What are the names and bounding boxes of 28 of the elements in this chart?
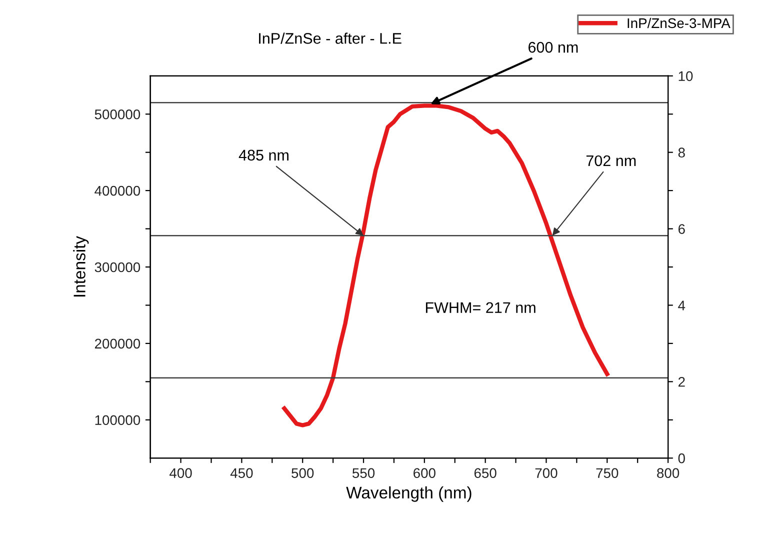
- y-axis-title: Intensity: [73, 236, 89, 296]
- x-tick-label: 450: [230, 468, 253, 478]
- x-tick-label: 600: [414, 468, 436, 478]
- x-tick-label: 750: [596, 468, 618, 478]
- y-tick-label: 300000: [94, 262, 140, 272]
- x-tick-label: 650: [474, 468, 496, 478]
- annotation: 485 nm: [238, 150, 288, 161]
- y-tick-label: 400000: [94, 186, 140, 196]
- y2-tick-label: 2: [678, 376, 685, 387]
- chart-title: InP/ZnSe - after - L.E: [259, 32, 402, 44]
- y2-tick-label: 4: [678, 300, 686, 310]
- x-axis-title: Wavelength (nm): [346, 486, 472, 502]
- y2-tick-label: 10: [678, 71, 693, 82]
- legend-label: InP/ZnSe-3-MPA: [628, 18, 730, 28]
- annotation: 600 nm: [528, 42, 578, 53]
- x-tick-label: 800: [657, 468, 680, 478]
- annotation: 702 nm: [586, 155, 636, 166]
- y-tick-label: 500000: [94, 109, 140, 120]
- y2-tick-label: 6: [678, 224, 685, 234]
- y-tick-label: 200000: [94, 338, 140, 349]
- x-tick-label: 500: [292, 468, 314, 478]
- annotation: FWHM= 217 nm: [426, 302, 536, 313]
- y-tick-label: 100000: [95, 415, 140, 426]
- x-tick-label: 400: [170, 468, 192, 478]
- x-tick-label: 700: [535, 468, 558, 478]
- x-tick-label: 550: [352, 468, 375, 478]
- y2-tick-label: 0: [678, 453, 685, 464]
- y2-tick-label: 8: [678, 148, 685, 158]
